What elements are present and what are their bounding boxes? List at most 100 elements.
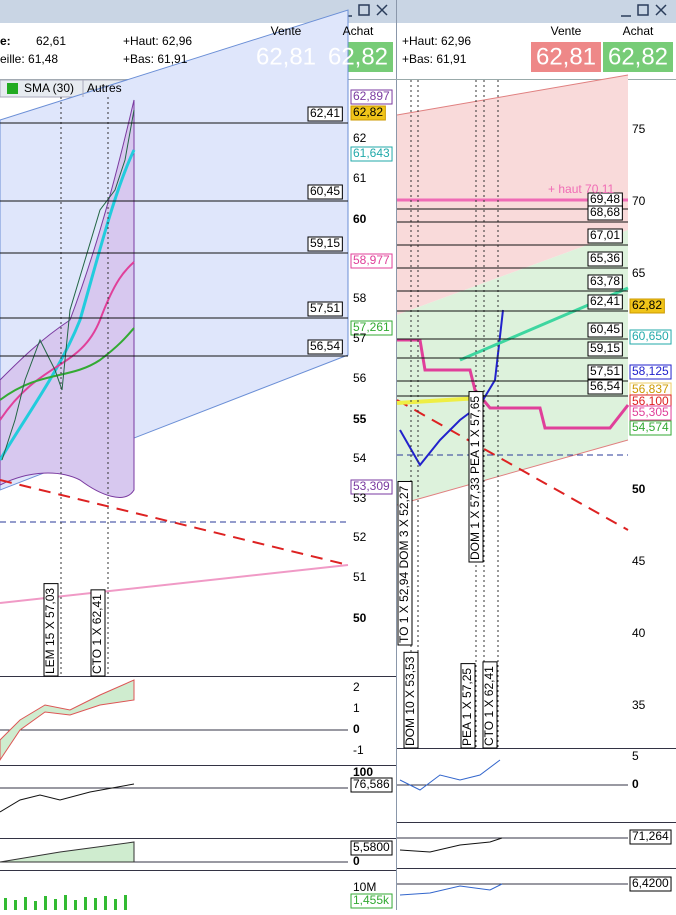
level-label-box [587,251,623,267]
quote-high: +Haut: 62,96 [402,34,471,48]
axis-label: 61,643 [353,146,390,160]
level-label: 59,15 [310,236,340,250]
axis-label-box [350,89,393,105]
level-label-box [587,294,623,310]
axis-label-box [350,253,393,269]
axis-label: 100 [353,765,373,779]
axis-label-box [350,105,386,121]
maximize-button[interactable] [637,4,649,16]
order-box [43,583,59,677]
buy-price[interactable]: 62,82 [328,43,388,70]
price-line [1,109,135,461]
level-label-box [587,364,623,380]
zone-edge [396,74,629,116]
buy-box[interactable] [603,42,673,72]
axis-label: 50 [353,611,367,625]
axis-label-box [629,420,672,436]
axis-label-box [350,777,393,793]
axis-label: 51 [353,570,367,584]
axis-label: 58 [353,291,367,305]
close-button[interactable] [655,4,667,16]
axis-label: 60 [353,212,367,226]
sell-box[interactable] [531,42,601,72]
axis-label: 56 [353,371,367,385]
axis-label: 55 [353,412,367,426]
moving-average [0,261,135,421]
level-label-box [587,228,623,244]
axis-label: 53 [353,491,367,505]
level-label: 56,54 [310,339,340,353]
level-label: 60,45 [310,184,340,198]
rsi-line [0,783,135,813]
bollinger-band [0,99,135,498]
level-label-box [587,205,623,221]
axis-label: 2 [353,680,360,694]
axis-label-box [629,829,672,845]
order-label: DOM 10 X 53,53 [403,656,417,746]
close-button[interactable] [376,4,388,16]
level-label: 68,68 [590,205,620,219]
axis-label: 0 [632,777,639,791]
axis-label-box [629,405,672,421]
axis-label: 1,455k [353,893,390,907]
macd-line [399,883,503,896]
axis-label-box [350,893,393,909]
axis-label: 10M [353,880,376,894]
toolbar-button[interactable]: Autres [87,81,122,95]
axis-label: 76,586 [353,777,390,791]
right-title-bar [397,0,676,23]
buy-price[interactable]: 62,82 [608,43,668,70]
order-box [397,480,413,646]
order-label: TO 1 X 52,94 DOM 3 X 52,27 [397,485,411,643]
quote-label: e: [0,34,11,48]
axis-label: 62 [353,131,367,145]
level-label-box [587,322,623,338]
axis-label: 70 [632,194,646,208]
level-label-box [307,301,343,317]
quote-value: 62,61 [36,34,66,48]
axis-label: 52 [353,530,367,544]
axis-label: 54,574 [632,420,669,434]
moving-average [0,149,136,461]
axis-label: 75 [632,122,646,136]
axis-label: 45 [632,554,646,568]
order-box [90,589,106,677]
axis-label-box [629,364,672,380]
axis-label-box [350,146,393,162]
oscillator [0,679,135,761]
sell-price[interactable]: 62,81 [256,43,316,70]
maximize-button[interactable] [358,4,370,16]
axis-label: 56,837 [632,382,669,396]
rsi-line [399,837,503,853]
level-label: 56,54 [590,379,620,393]
lower-zone [397,230,628,505]
trend-line [396,399,629,531]
quote-low: +Bas: 61,91 [123,52,188,66]
axis-label: 61 [353,171,367,185]
axis-label: 40 [632,626,646,640]
order-box [403,651,419,749]
axis-label: 58,977 [353,253,390,267]
axis-label-box [629,329,672,345]
toolbar-button[interactable]: SMA (30) [24,81,74,95]
axis-label: 1 [353,701,360,715]
axis-label: 58,125 [632,364,669,378]
level-label-box [587,274,623,290]
sell-price[interactable]: 62,81 [536,43,596,70]
volume-bars [4,895,127,910]
axis-label: 35 [632,698,646,712]
order-box [468,391,484,563]
order-label: DOM 1 X 57,33 PEA 1 X 57,65 [468,396,482,560]
order-label: LEM 15 X 57,03 [43,588,57,674]
level-label-box [307,339,343,355]
axis-label-box [629,298,665,314]
level-label-box [307,184,343,200]
order-label: CTO 1 X 62,41 [482,666,496,746]
level-label: 60,45 [590,322,620,336]
sma-swatch [7,83,18,94]
sell-label: Vente [271,24,302,38]
axis-label: 62,82 [353,105,383,119]
level-label: 59,15 [590,341,620,355]
order-box [482,661,498,749]
